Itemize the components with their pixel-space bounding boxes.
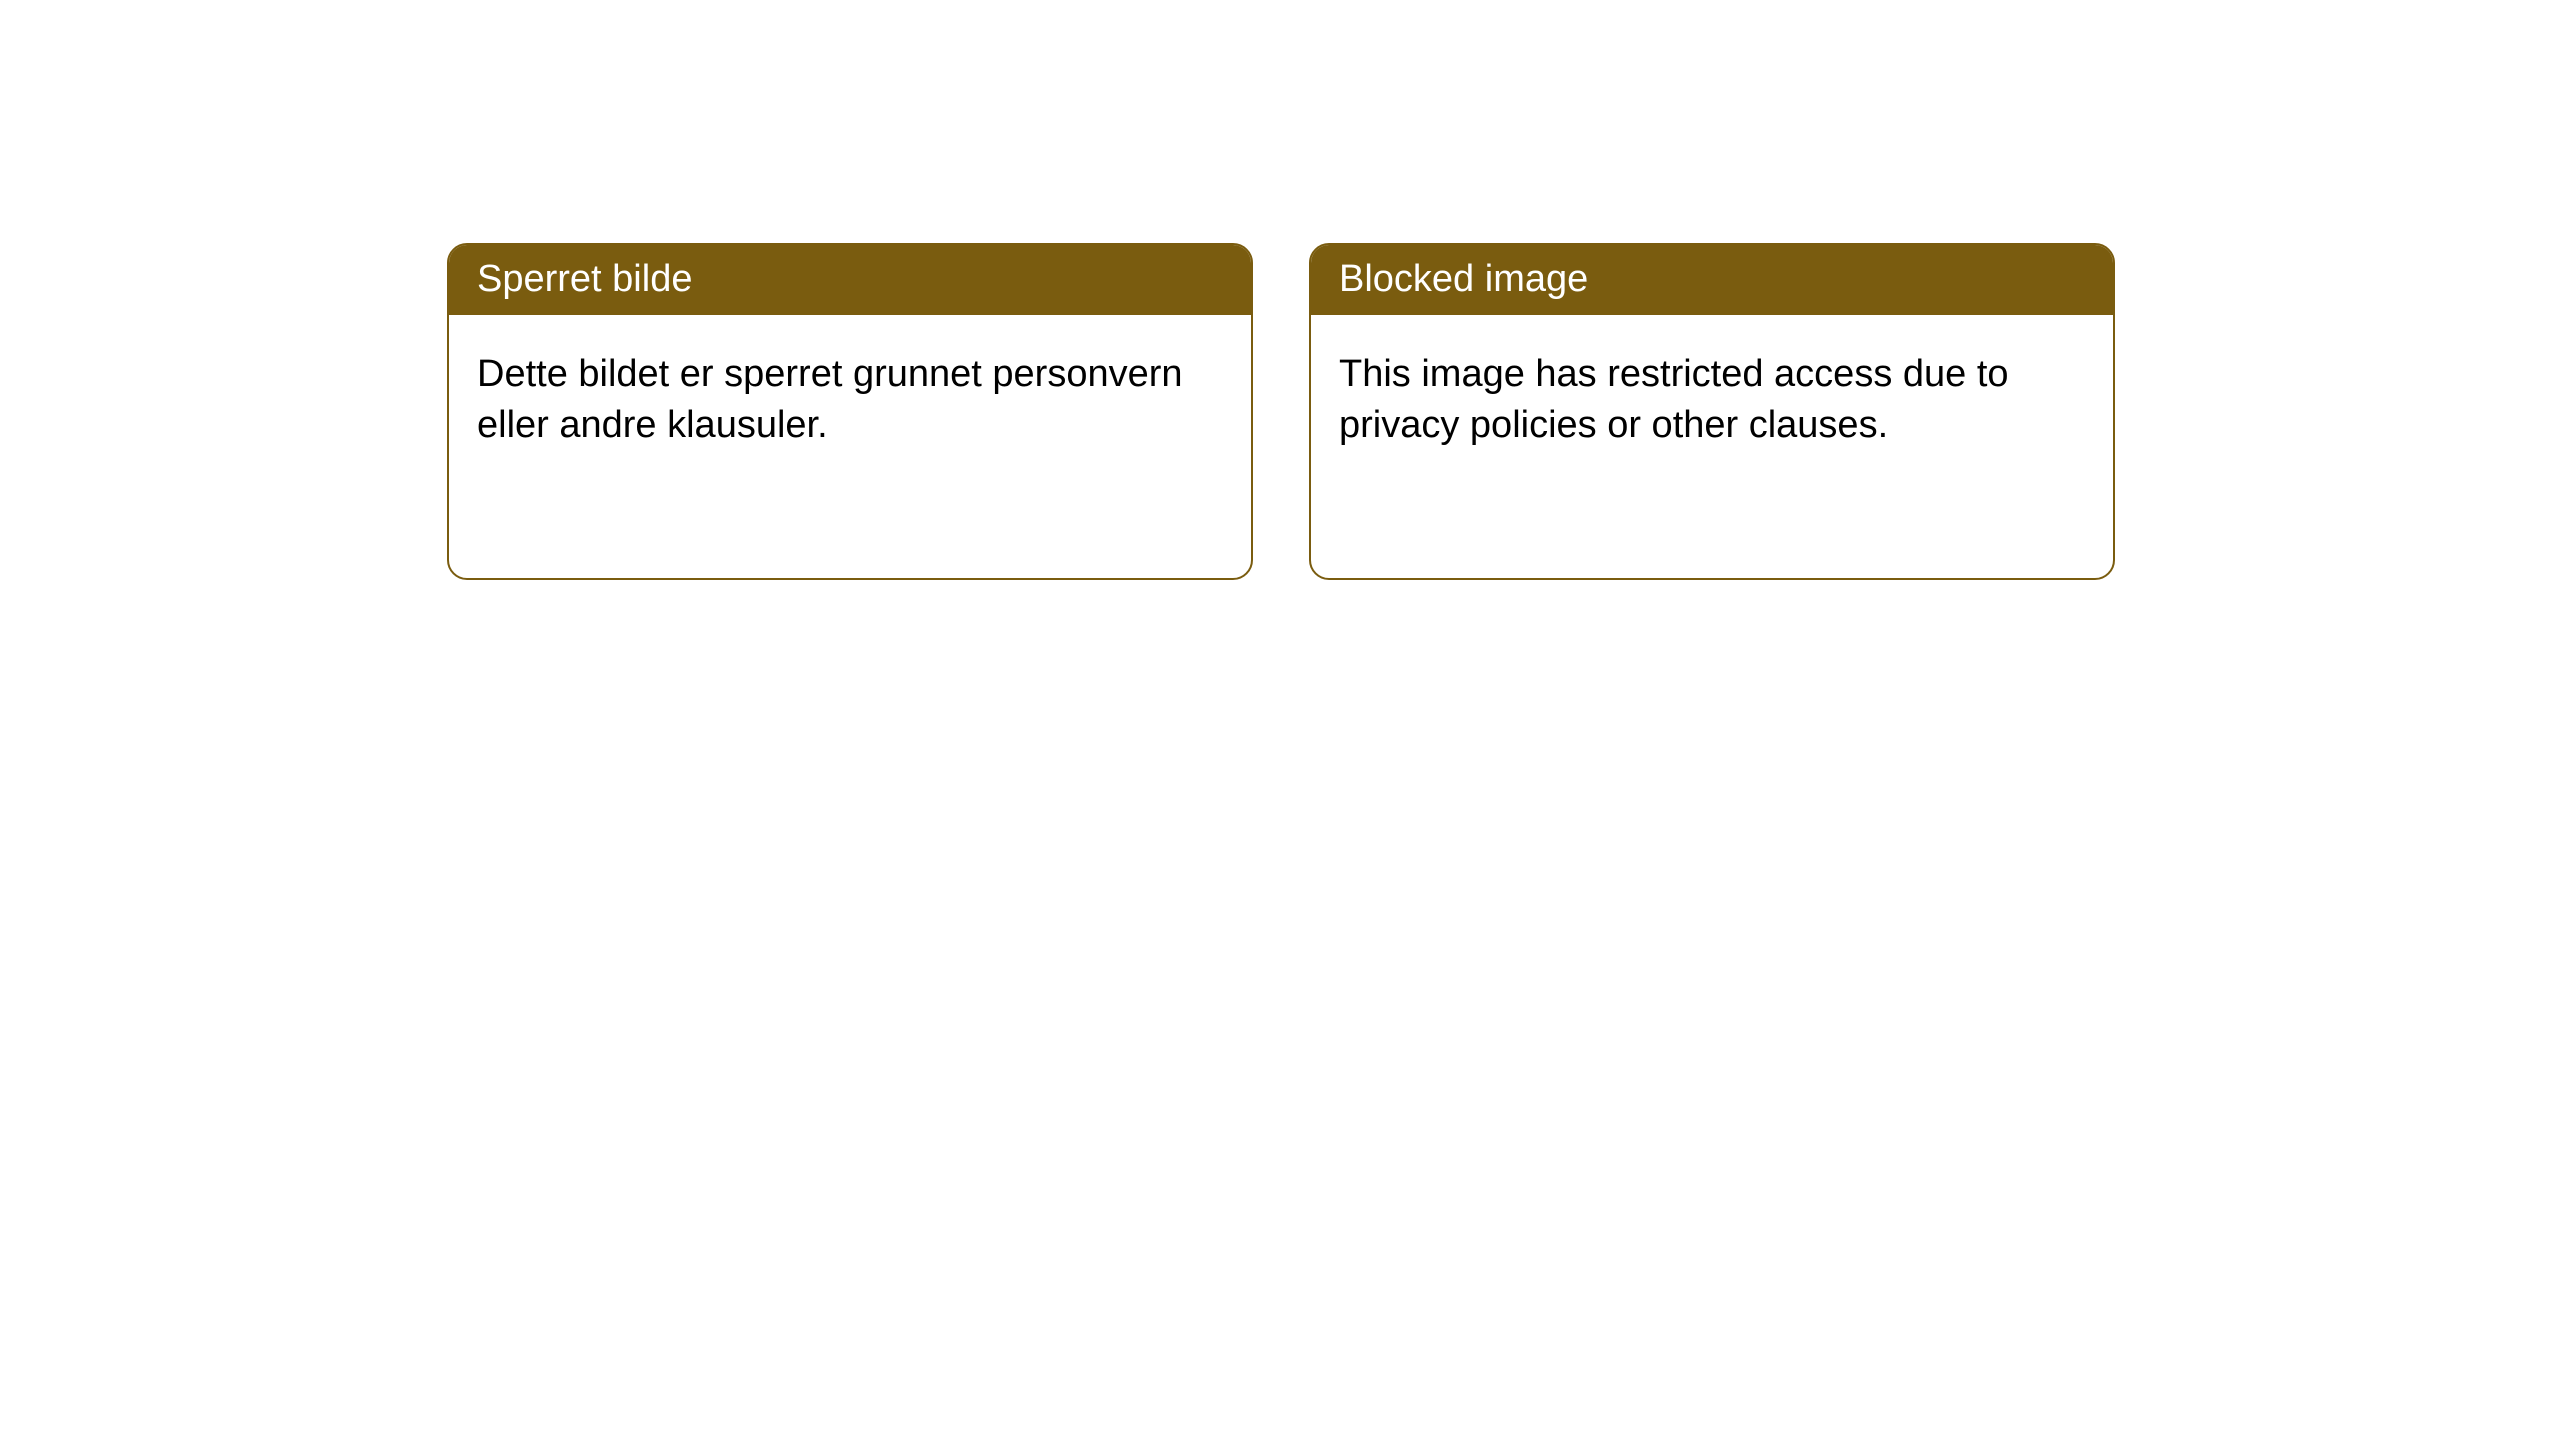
notice-container: Sperret bilde Dette bildet er sperret gr… <box>447 243 2115 580</box>
notice-title-no: Sperret bilde <box>449 245 1251 315</box>
notice-card-en: Blocked image This image has restricted … <box>1309 243 2115 580</box>
notice-card-no: Sperret bilde Dette bildet er sperret gr… <box>447 243 1253 580</box>
notice-title-en: Blocked image <box>1311 245 2113 315</box>
notice-body-no: Dette bildet er sperret grunnet personve… <box>449 315 1251 486</box>
notice-body-en: This image has restricted access due to … <box>1311 315 2113 486</box>
